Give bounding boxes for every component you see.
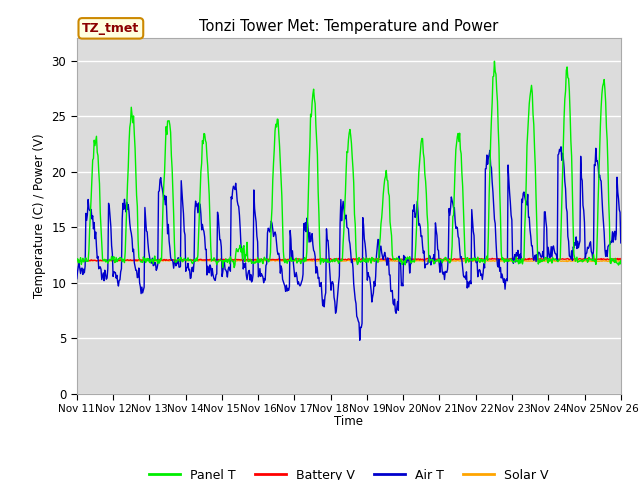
Title: Tonzi Tower Met: Temperature and Power: Tonzi Tower Met: Temperature and Power <box>199 20 499 35</box>
X-axis label: Time: Time <box>334 415 364 429</box>
Y-axis label: Temperature (C) / Power (V): Temperature (C) / Power (V) <box>33 134 46 298</box>
Text: TZ_tmet: TZ_tmet <box>82 22 140 35</box>
Legend: Panel T, Battery V, Air T, Solar V: Panel T, Battery V, Air T, Solar V <box>144 464 554 480</box>
